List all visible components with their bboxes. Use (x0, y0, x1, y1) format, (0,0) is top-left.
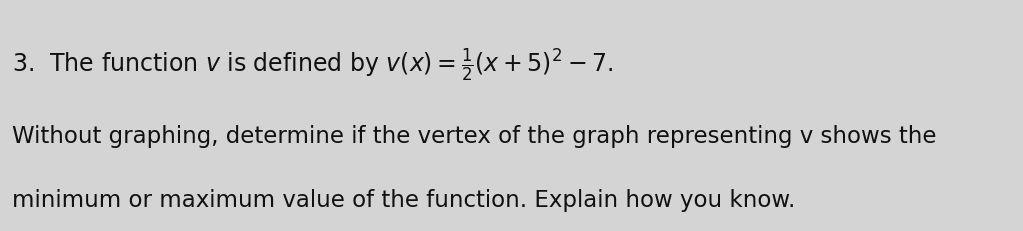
Text: Without graphing, determine if the vertex of the graph representing v shows the: Without graphing, determine if the verte… (12, 125, 937, 148)
Text: 3.  The function $v$ is defined by $v(x) = \frac{1}{2}(x + 5)^2 - 7.$: 3. The function $v$ is defined by $v(x) … (12, 46, 614, 84)
Text: minimum or maximum value of the function. Explain how you know.: minimum or maximum value of the function… (12, 189, 796, 213)
